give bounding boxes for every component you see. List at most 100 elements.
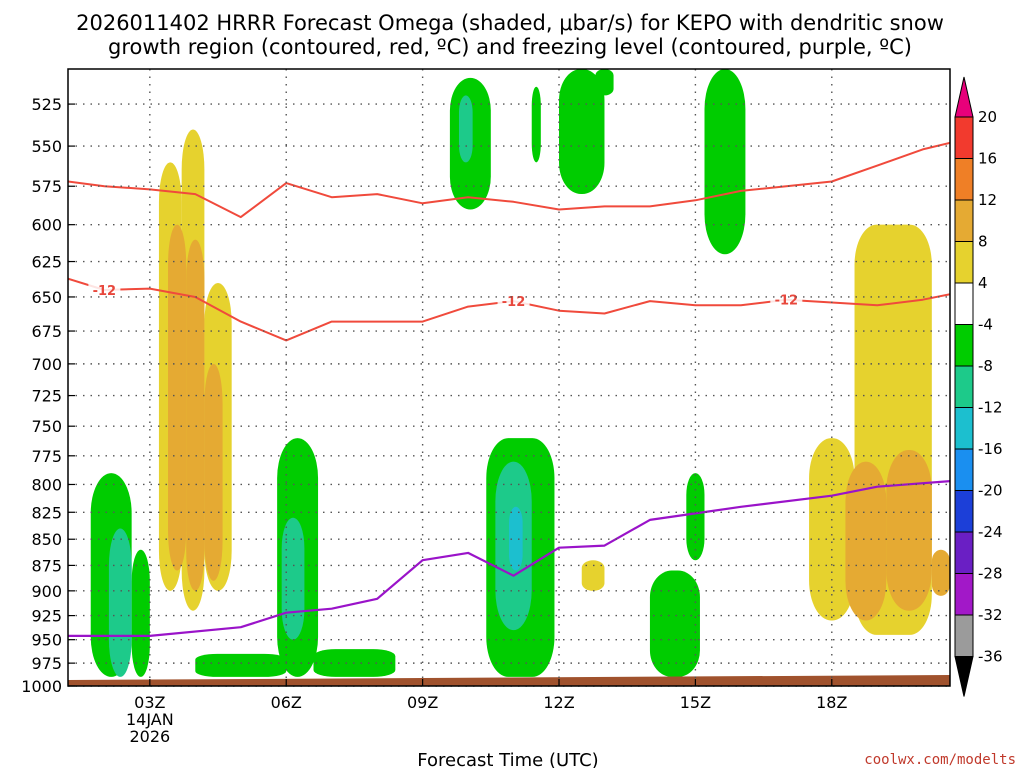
grid-lines [68,69,950,687]
omega-cell [649,224,687,631]
colorbar-top-arrow [954,76,974,118]
y-tick-label: 775 [31,447,62,466]
omega-cell [422,239,432,269]
dgz-top-contour [68,141,950,219]
surface-terrain [68,675,950,686]
chart-title-line1: 2026011402 HRRR Forecast Omega (shaded, … [76,11,944,35]
y-tick-label: 625 [31,253,62,272]
colorbar-label: 8 [978,233,988,251]
colorbar-swatch [954,116,974,159]
colorbar-label: 12 [978,191,997,209]
omega-cell [458,95,473,163]
x-tick-label: 15Z [680,693,711,712]
omega-cell [581,560,605,591]
colorbar-swatch [954,448,974,491]
y-tick-label: 550 [31,137,62,156]
y-tick-label: 1000 [21,677,62,696]
contour-label: -12 [502,295,526,310]
colorbar-swatch [954,158,974,201]
x-tick-sublabel: 2026 [129,727,170,746]
colorbar-label: 16 [978,150,997,168]
omega-cell [931,549,950,596]
omega-cell [186,239,205,591]
colorbar-label: 4 [978,274,988,292]
y-tick-label: 800 [31,475,62,494]
omega-cell [686,473,705,561]
x-tick-label: 03Z [134,693,165,712]
contour-label-bg [497,293,530,309]
y-axis-ticks: 525 550 575 600 625 650 675 700 725 750 775 800 825 8… [21,95,75,696]
omega-cell [372,461,414,571]
colorbar-swatch [954,365,974,408]
omega-cell [809,438,855,621]
omega-cell [509,209,546,283]
omega-level-12 [168,224,950,621]
x-axis-label: Forecast Time (UTC) [417,750,598,768]
y-tick-label: 900 [31,582,62,601]
omega-cell [281,517,305,640]
colorbar-swatch [954,324,974,367]
y-tick-label: 925 [31,607,62,626]
contour-label: -12 [775,294,799,309]
contour-label: -12 [93,284,117,299]
omega-cell [195,653,287,677]
omega-level-neg12 [509,506,523,571]
colorbar-label: -20 [978,482,1003,500]
freezing-level-contour [68,480,950,637]
colorbar-swatch [954,407,974,450]
y-tick-label: 850 [31,530,62,549]
x-tick-label: 06Z [271,693,302,712]
contour-label-bg [88,281,121,297]
y-tick-label: 750 [31,417,62,436]
colorbar-label: -16 [978,440,1003,458]
x-tick-label: 09Z [407,693,438,712]
omega-cell [168,224,187,571]
omega-cell [108,528,132,677]
chart-title-line2: growth region (contoured, red, ºC) and f… [108,35,912,59]
y-tick-label: 600 [31,216,62,235]
contour-label-bg [770,291,803,307]
omega-cell [204,363,223,581]
y-tick-label: 650 [31,288,62,307]
plot-frame [67,68,951,687]
colorbar-label: -12 [978,399,1003,417]
colorbar-swatch [954,199,974,242]
colorbar-bottom-arrow [954,656,974,697]
plot-area: -12 -12 -12 525 550 575 600 625 650 675 700 725 750 7… [21,68,951,746]
plot-inner: -12 -12 -12 [68,69,950,686]
omega-cell [704,69,746,255]
colorbar-label: 20 [978,108,997,126]
colorbar-swatch [954,490,974,533]
colorbar: 20 16 12 8 4 -4 -8 -12 -16 -20 -24 -28 -32 -36 [954,76,1003,697]
colorbar-label: -28 [978,565,1003,583]
y-tick-label: 700 [31,355,62,374]
colorbar-label: -36 [978,648,1003,666]
y-tick-label: 825 [31,503,62,522]
colorbar-swatch [954,241,974,284]
colorbar-label: -4 [978,316,993,334]
colorbar-swatch [954,573,974,616]
omega-cell [559,69,605,195]
x-tick-label: 12Z [543,693,574,712]
colorbar-swatch [954,614,974,657]
x-tick-sublabel: 14JAN [126,710,174,729]
omega-cell [595,69,614,96]
y-tick-label: 875 [31,556,62,575]
omega-cell [749,363,773,621]
y-tick-label: 575 [31,177,62,196]
omega-cell [422,414,432,450]
colorbar-swatch [954,282,974,325]
y-tick-label: 725 [31,387,62,406]
colorbar-label: -8 [978,357,993,375]
omega-cell [490,254,532,390]
y-tick-label: 950 [31,631,62,650]
colorbar-label: -32 [978,606,1003,624]
y-tick-label: 975 [31,654,62,673]
omega-cell [886,449,932,611]
omega-cell [531,86,541,163]
omega-cell [604,560,646,621]
y-tick-label: 525 [31,95,62,114]
y-tick-label: 675 [31,322,62,341]
colorbar-label: -24 [978,523,1003,541]
